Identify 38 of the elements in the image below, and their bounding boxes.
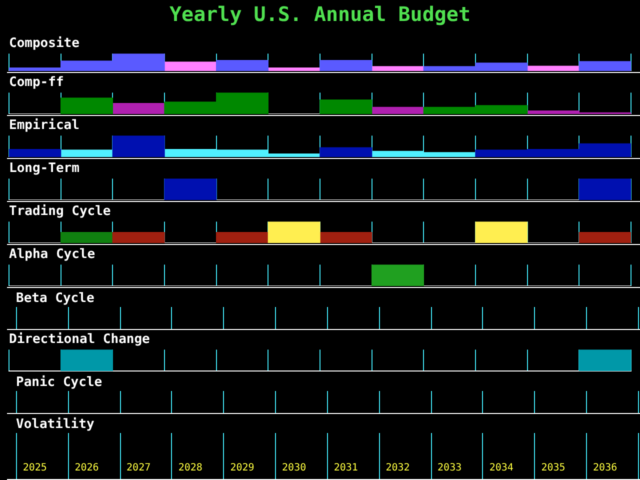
bar [112,136,165,157]
chart-subtitle: Empirical [9,118,80,134]
x-tick-label: 2032 [386,462,410,474]
bar [372,106,424,114]
chart-subtitle: Trading Cycle [9,204,111,220]
bar [112,102,165,114]
bar [372,66,424,71]
bar [320,147,372,157]
chart-subtitle: Comp-ff [9,75,64,90]
bar [320,60,372,71]
bar [268,68,320,71]
x-tick-label: 2031 [334,462,358,474]
x-tick-label: 2030 [282,462,306,474]
x-tick-label: 2025 [22,462,47,474]
bar [320,100,372,114]
chart-subtitle: Alpha Cycle [9,247,96,262]
x-tick-label: 2035 [541,462,566,474]
chart-subtitle: Directional Change [9,332,150,348]
text: Beta Cycle [16,291,94,307]
x-tick-label: 2027 [126,462,151,474]
bar [9,148,62,157]
text: Panic Cycle [16,375,102,391]
x-tick-label: 2029 [230,462,254,474]
bar [216,60,268,71]
x-tick-label: 2026 [74,462,99,474]
chart-subtitle: Long-Term [9,161,80,176]
x-tick-label: 2036 [593,462,618,474]
bar [578,61,631,71]
bar [60,98,113,114]
bar [60,150,113,157]
bar [164,62,217,71]
x-tick-label: 2028 [178,462,202,474]
x-tick-label: 2033 [438,462,462,474]
x-tick-label: 2034 [489,462,514,474]
text: Volatility [16,417,94,433]
bar [527,66,580,71]
chart-subtitle: Composite [9,36,80,52]
chart-title: Yearly U.S. Annual Budget [169,2,471,26]
